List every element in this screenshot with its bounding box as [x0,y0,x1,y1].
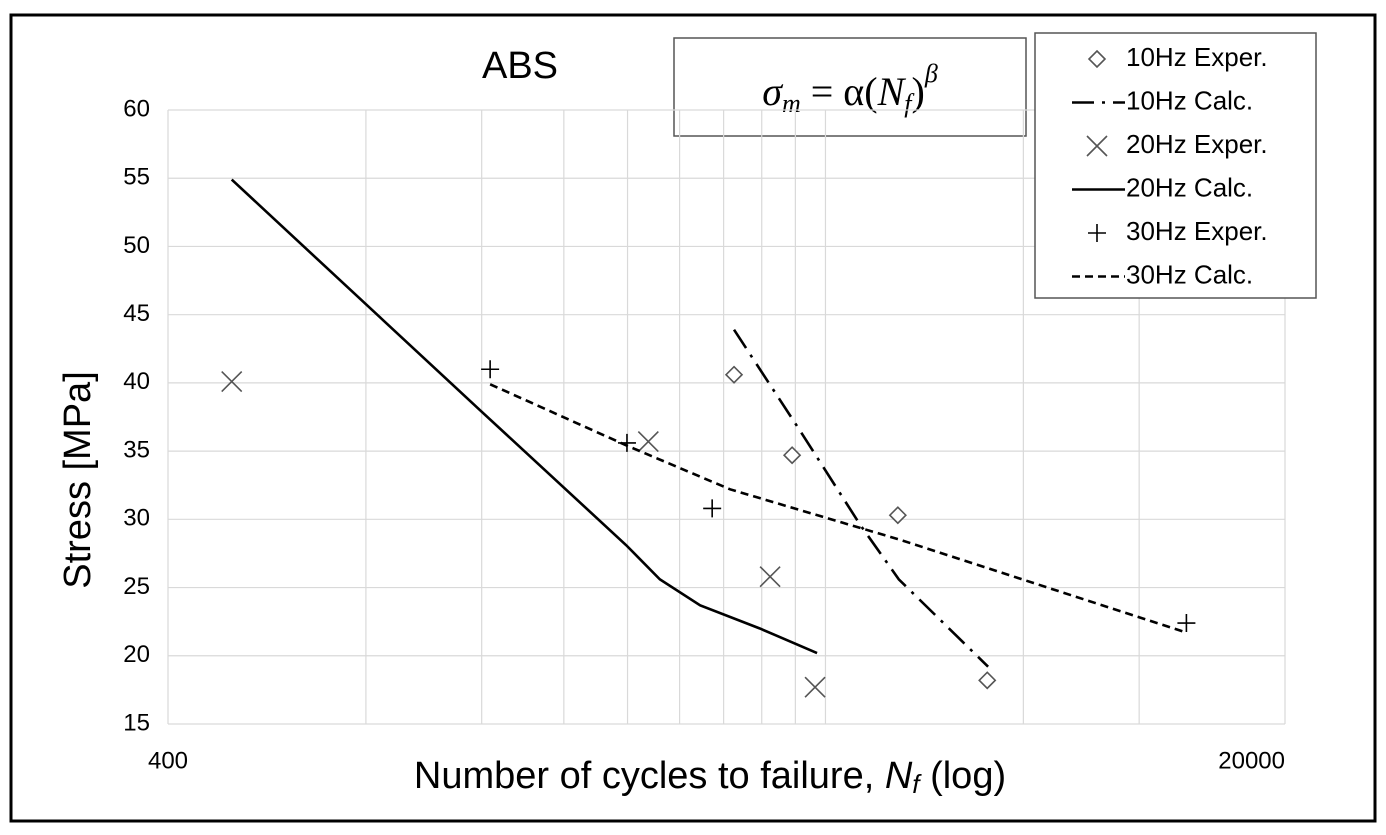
y-tick-label: 15 [123,709,150,736]
x-label-text: (log) [920,755,1007,797]
legend-label: 20Hz Calc. [1126,172,1253,202]
marker [1088,224,1106,242]
marker [1086,135,1108,157]
legend-label: 10Hz Calc. [1126,85,1253,115]
marker [888,506,907,525]
x-axis-label: Number of cycles to failure, Nf (log) [414,755,1006,799]
legend-box [1034,32,1317,299]
chart-title: ABS [482,45,558,87]
eq-part: = α( [801,69,878,114]
marker [759,566,781,588]
y-tick-label: 55 [123,164,150,191]
y-axis-label: Stress [MPa] [57,371,99,589]
y-tick-label: 25 [123,573,150,600]
y-tick-label: 35 [123,436,150,463]
eq-sup: β [924,59,938,88]
legend [1034,32,1317,299]
plot-area [167,109,1286,725]
x-tick-label: 20000 [1218,747,1285,774]
equation-box [673,37,1027,137]
x-label-text: Number of cycles to failure, [414,755,885,797]
y-tick-label: 40 [123,368,150,395]
x-label-sub: f [912,769,922,799]
series-line [489,383,1187,634]
series-line [732,328,989,668]
eq-sub: f [904,89,915,118]
marker [481,360,500,379]
marker [703,499,722,518]
marker [1177,614,1196,633]
x-label-symbol: N [885,755,913,797]
y-tick-label: 50 [123,232,150,259]
y-tick-label: 60 [123,95,150,122]
y-tick-label: 45 [123,300,150,327]
eq-part: N [877,69,907,114]
legend-label: 30Hz Exper. [1126,216,1268,246]
eq-part: σ [762,69,783,114]
marker [978,671,997,690]
legend-label: 10Hz Exper. [1126,42,1268,72]
y-tick-label: 20 [123,641,150,668]
marker [724,365,744,384]
marker [221,370,243,393]
marker [804,676,826,698]
eq-part: ) [912,69,925,114]
eq-sub: m [782,89,801,118]
marker [782,446,802,465]
x-tick-label: 400 [148,747,188,774]
marker [637,430,659,453]
series-line [230,178,818,655]
equation: σm = α(Nf)β [762,59,938,118]
legend-label: 30Hz Calc. [1126,259,1253,289]
marker [1087,49,1107,69]
legend-label: 20Hz Exper. [1126,129,1268,159]
y-tick-label: 30 [123,505,150,532]
